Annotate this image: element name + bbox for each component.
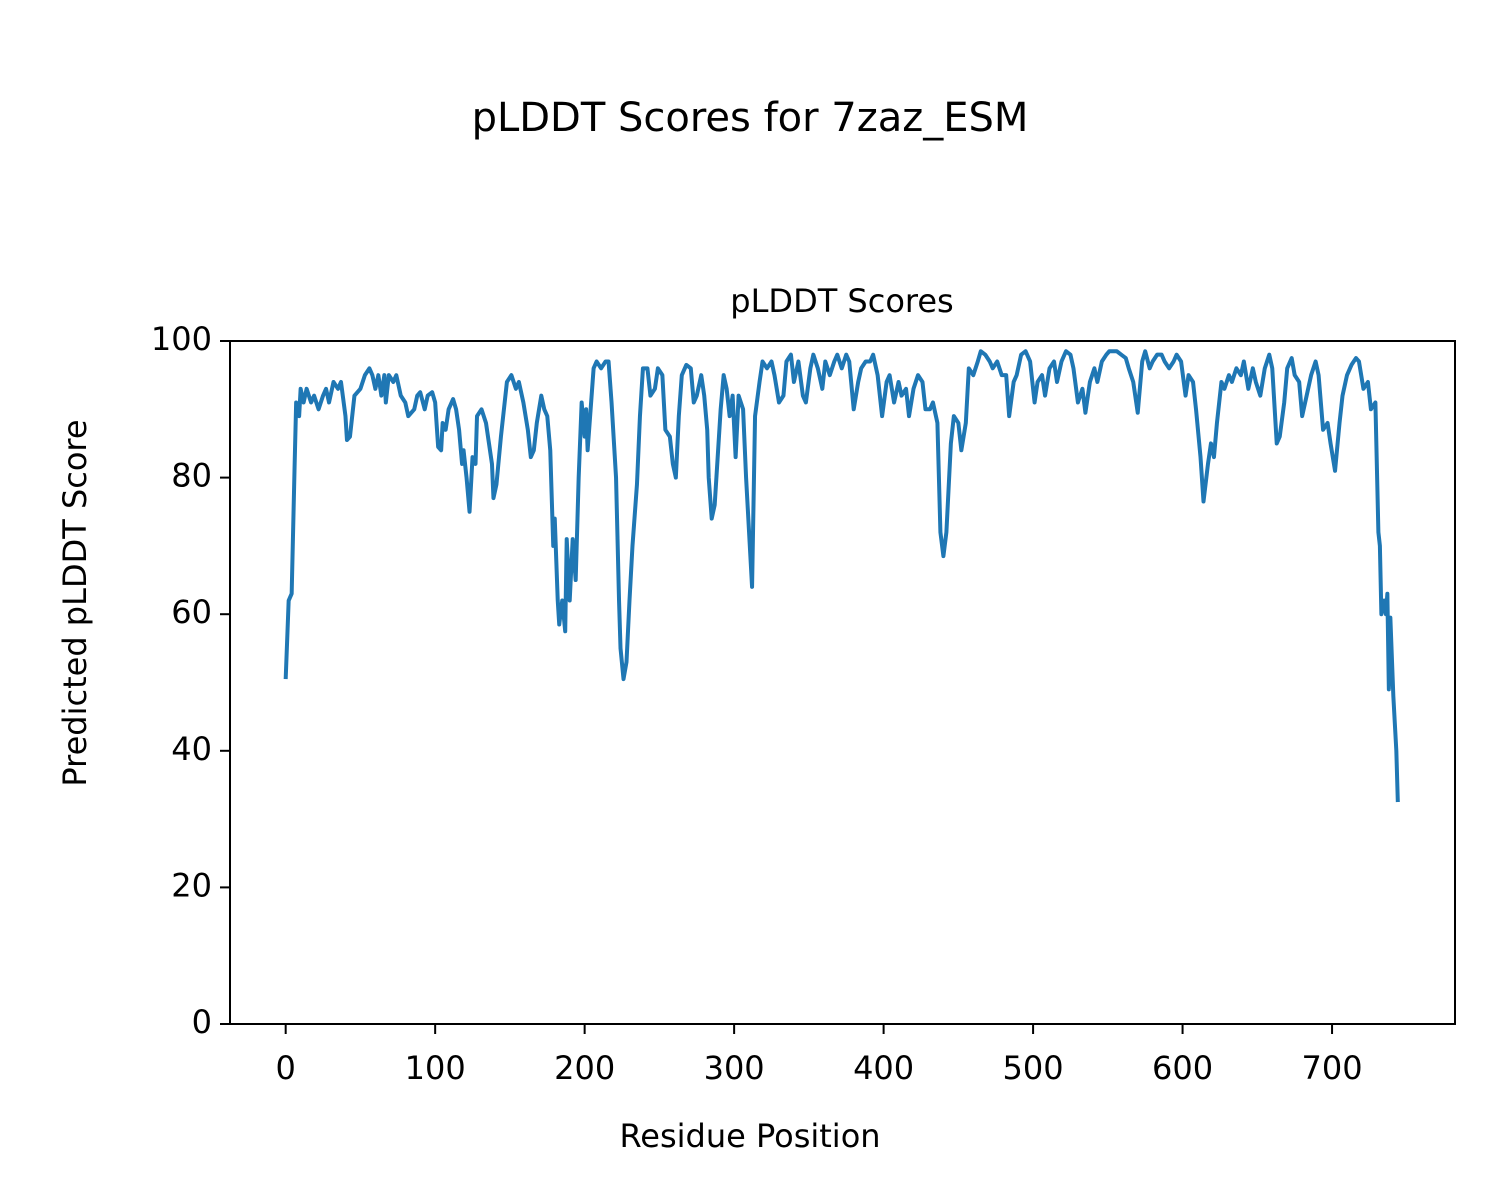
y-tick-label: 40: [171, 730, 212, 768]
x-tick-label: 300: [704, 1049, 765, 1087]
plot-area: [283, 349, 1400, 803]
y-tick-label: 60: [171, 593, 212, 631]
x-tick-label: 200: [554, 1049, 615, 1087]
x-axis-label: Residue Position: [619, 1117, 880, 1155]
data-line: [283, 349, 1400, 803]
x-tick-label: 100: [405, 1049, 466, 1087]
y-axis-label: Predicted pLDDT Score: [56, 419, 94, 786]
axes-title: pLDDT Scores: [730, 282, 953, 320]
x-tick-label: 700: [1302, 1049, 1363, 1087]
x-tick-label: 400: [853, 1049, 914, 1087]
axes-frame: [229, 340, 1456, 1025]
y-tick-label: 0: [192, 1003, 212, 1041]
y-tick-label: 20: [171, 866, 212, 904]
y-tick-label: 100: [151, 320, 212, 358]
y-tick-label: 80: [171, 457, 212, 495]
chart-title: pLDDT Scores for 7zaz_ESM: [472, 95, 1029, 141]
x-tick-label: 0: [276, 1049, 296, 1087]
x-tick-label: 600: [1152, 1049, 1213, 1087]
x-tick-label: 500: [1003, 1049, 1064, 1087]
